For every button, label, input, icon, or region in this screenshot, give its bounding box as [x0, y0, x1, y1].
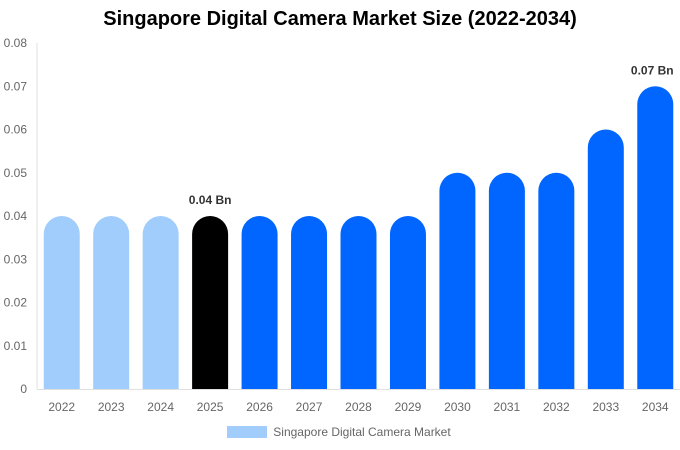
- bar-2029: [389, 216, 426, 389]
- y-tick-label: 0.03: [4, 252, 28, 266]
- y-tick-label: 0.02: [4, 296, 28, 310]
- chart-title: Singapore Digital Camera Market Size (20…: [103, 8, 577, 30]
- y-tick-label: 0.01: [4, 339, 28, 353]
- x-tick-label: 2022: [48, 400, 75, 414]
- bar-2032: [538, 172, 575, 389]
- x-tick-label: 2033: [592, 400, 619, 414]
- y-tick-label: 0.05: [4, 166, 28, 180]
- y-tick-label: 0: [20, 382, 27, 396]
- x-tick-label: 2023: [98, 400, 125, 414]
- x-tick-label: 2027: [296, 400, 323, 414]
- x-tick-label: 2034: [642, 400, 669, 414]
- bar-2026: [241, 216, 278, 389]
- x-tick-label: 2026: [246, 400, 273, 414]
- bar-2031: [488, 172, 525, 389]
- x-tick-label: 2024: [147, 400, 174, 414]
- data-label-2025: 0.04 Bn: [189, 193, 232, 207]
- x-tick-label: 2031: [494, 400, 521, 414]
- x-tick-label: 2028: [345, 400, 372, 414]
- x-tick-label: 2030: [444, 400, 471, 414]
- y-tick-label: 0.08: [4, 36, 28, 50]
- bar-2024: [142, 216, 179, 389]
- legend-label: Singapore Digital Camera Market: [273, 425, 451, 439]
- bar-2023: [93, 216, 130, 389]
- y-tick-label: 0.04: [4, 209, 28, 223]
- bar-2022: [43, 216, 80, 389]
- x-tick-label: 2025: [197, 400, 224, 414]
- bar-2027: [291, 216, 328, 389]
- bar-2030: [439, 172, 476, 389]
- bar-2025: [192, 216, 229, 389]
- bar-2028: [340, 216, 377, 389]
- y-tick-label: 0.06: [4, 123, 28, 137]
- y-tick-label: 0.07: [4, 79, 28, 93]
- x-tick-label: 2032: [543, 400, 570, 414]
- legend-swatch: [227, 426, 268, 438]
- x-tick-label: 2029: [395, 400, 422, 414]
- data-label-2034: 0.07 Bn: [631, 63, 674, 77]
- bar-2033: [587, 129, 624, 389]
- bar-2034: [637, 86, 674, 389]
- legend: Singapore Digital Camera Market: [0, 425, 680, 439]
